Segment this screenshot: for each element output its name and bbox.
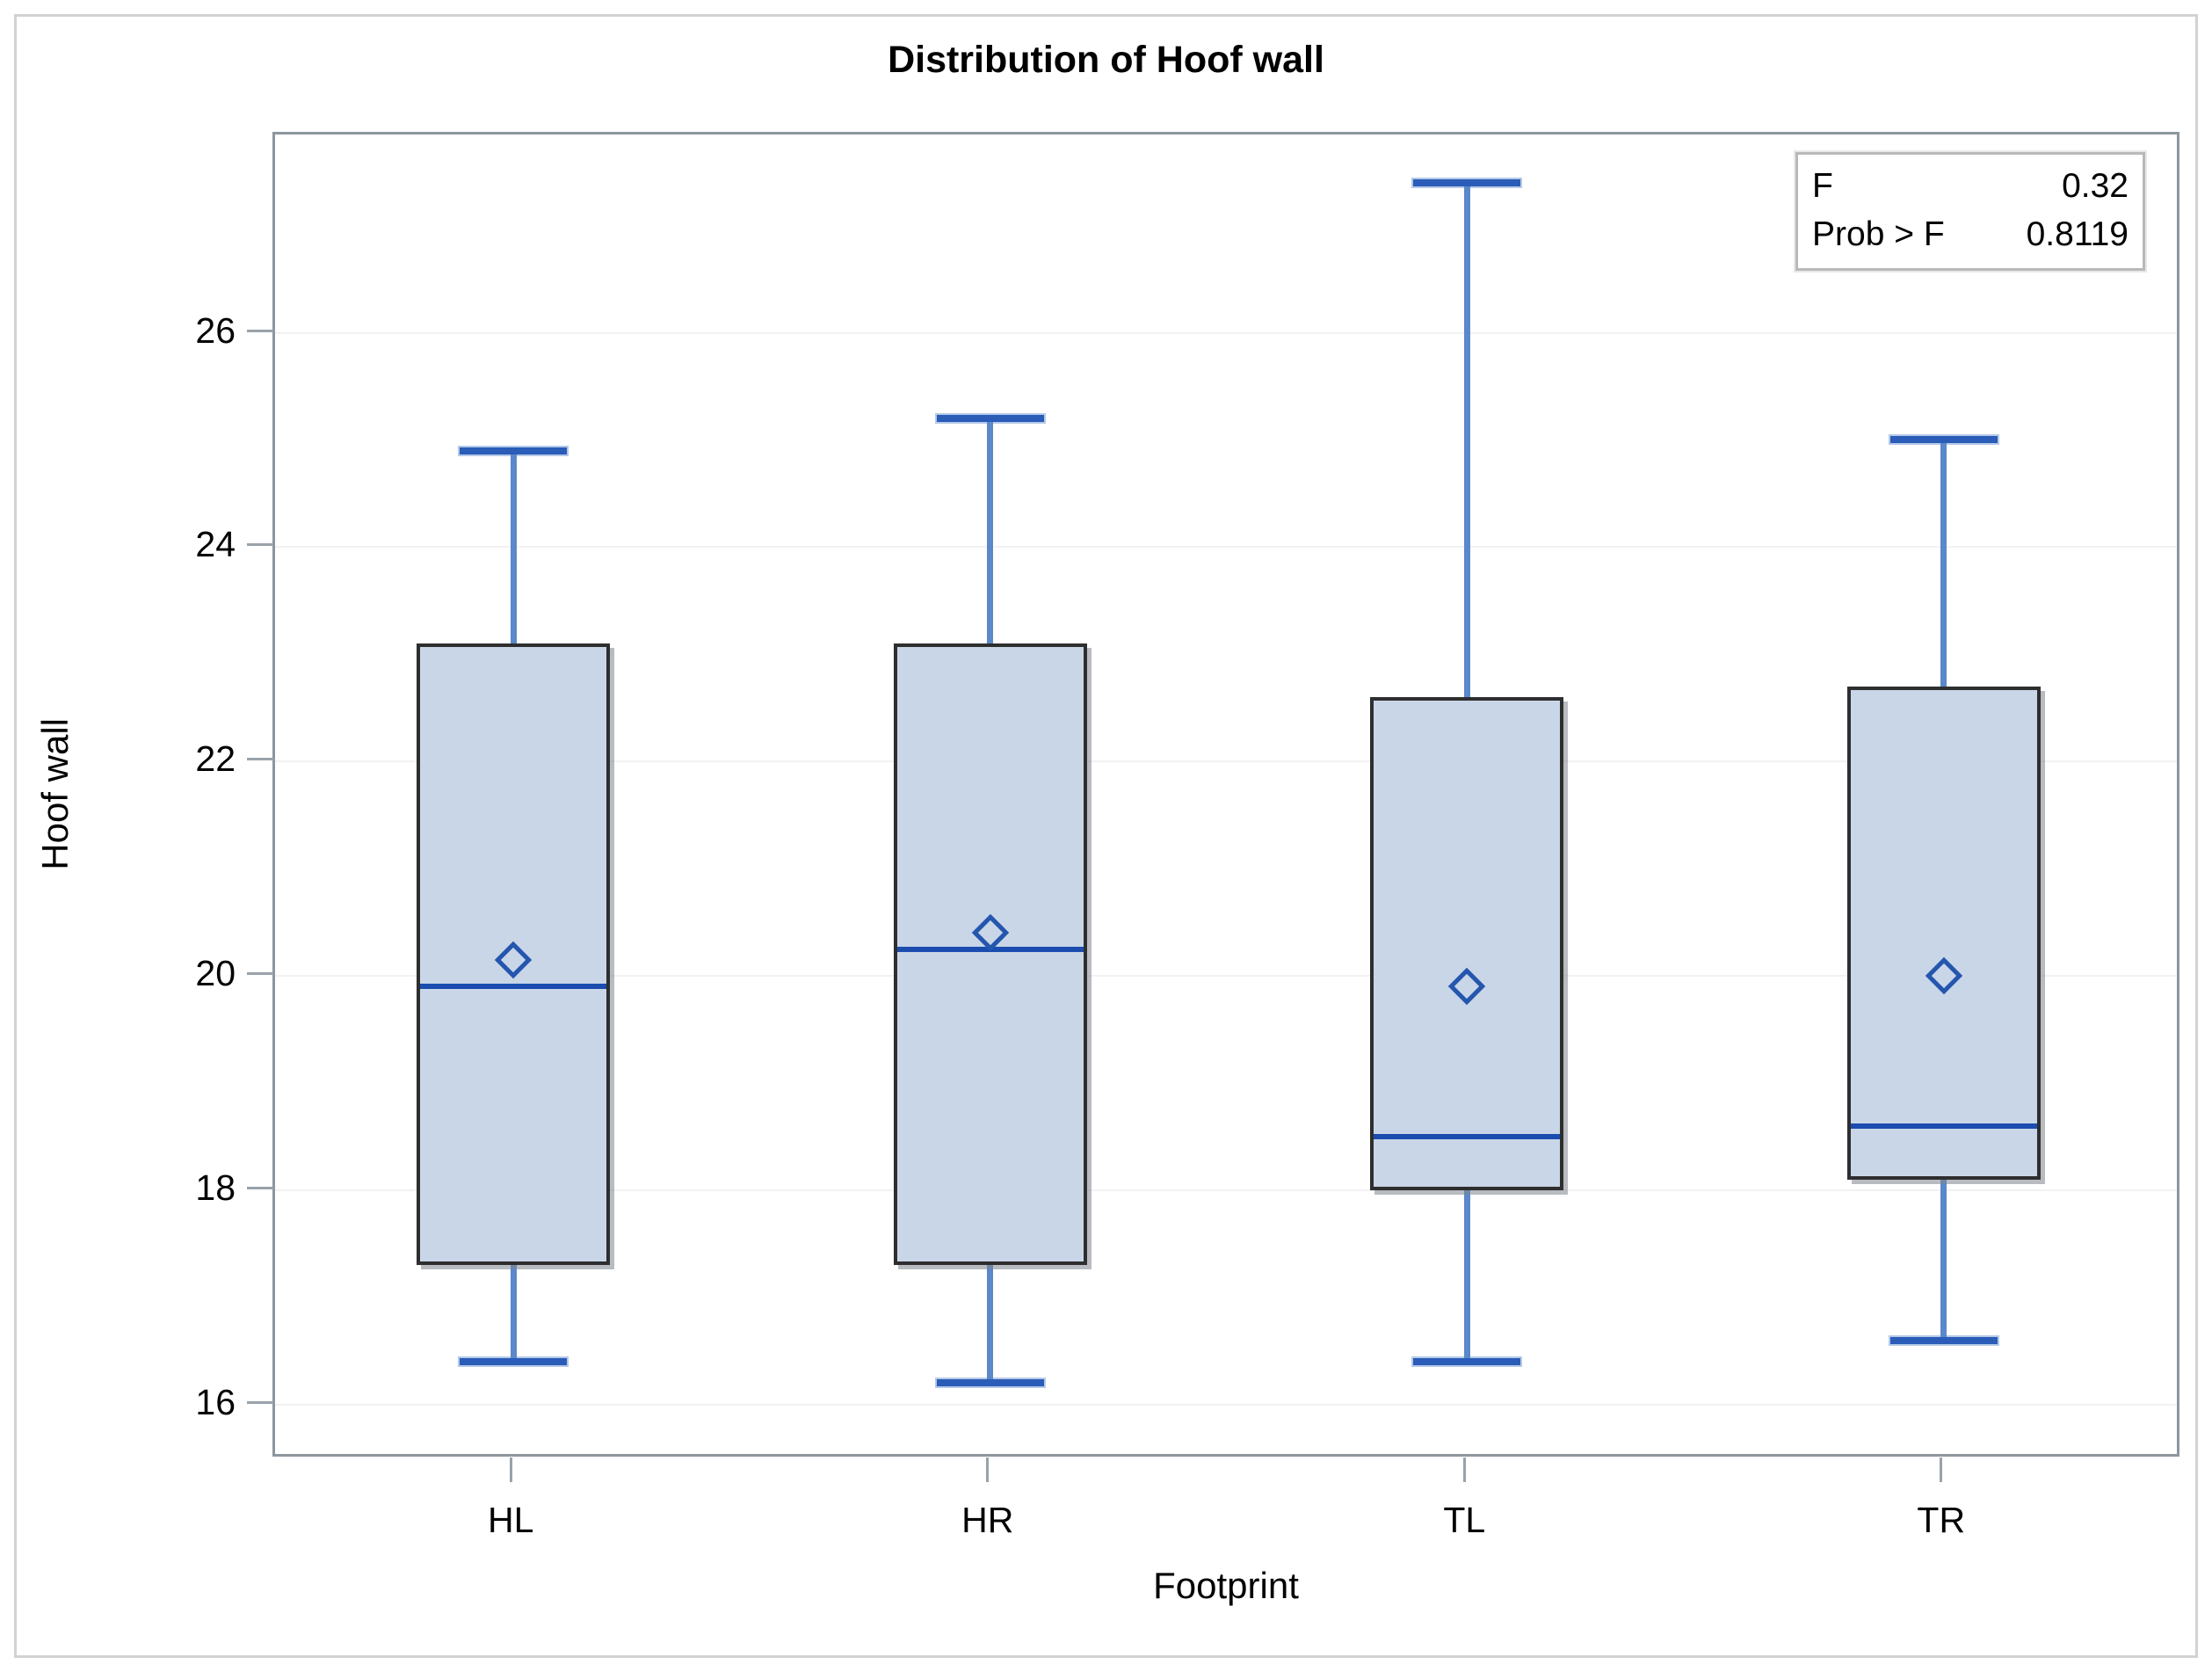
x-tick-label-HL: HL — [488, 1500, 534, 1540]
stats-row-prob: Prob > F 0.8119 — [1812, 210, 2129, 258]
y-tick-16 — [247, 1400, 273, 1404]
gridline-26 — [275, 331, 2177, 334]
whisker-lower-TL — [1463, 1189, 1470, 1363]
stats-row-f: F 0.32 — [1812, 162, 2129, 210]
whisker-cap-max-TL — [1413, 178, 1521, 186]
x-tick-HL — [509, 1458, 512, 1482]
y-tick-22 — [247, 758, 273, 761]
median-HR — [896, 946, 1084, 952]
stats-value-prob: 0.8119 — [2026, 215, 2129, 254]
y-axis-title-wrap: Hoof wall — [25, 132, 86, 1457]
stats-value-f: 0.32 — [2062, 167, 2129, 205]
box-HL — [417, 643, 611, 1266]
whisker-lower-TR — [1940, 1179, 1947, 1341]
whisker-upper-HR — [987, 418, 994, 644]
x-axis-title: Footprint — [1153, 1565, 1299, 1606]
gridline-18 — [275, 1189, 2177, 1191]
y-axis-title: Hoof wall — [34, 718, 76, 870]
y-tick-24 — [247, 543, 273, 547]
x-tick-label-TL: TL — [1443, 1500, 1486, 1540]
x-tick-TL — [1462, 1458, 1466, 1482]
gridline-24 — [275, 546, 2177, 549]
chart-title: Distribution of Hoof wall — [888, 39, 1324, 81]
gridline-16 — [275, 1403, 2177, 1406]
whisker-cap-min-TR — [1889, 1336, 1998, 1344]
y-tick-18 — [247, 1186, 273, 1189]
whisker-upper-TR — [1940, 440, 1947, 687]
whisker-cap-max-TR — [1889, 436, 1998, 444]
gridline-20 — [275, 975, 2177, 978]
whisker-lower-HR — [987, 1265, 994, 1384]
x-tick-TR — [1940, 1458, 1943, 1482]
whisker-cap-min-HR — [936, 1379, 1044, 1387]
x-tick-label-TR: TR — [1917, 1500, 1966, 1540]
gridline-22 — [275, 760, 2177, 763]
median-TL — [1374, 1134, 1561, 1139]
whisker-lower-HL — [510, 1265, 517, 1363]
whisker-cap-min-TL — [1413, 1358, 1521, 1366]
whisker-upper-TL — [1463, 182, 1470, 698]
stats-box: F 0.32 Prob > F 0.8119 — [1794, 150, 2147, 273]
y-tick-20 — [247, 972, 273, 976]
whisker-cap-max-HR — [936, 415, 1044, 423]
whisker-upper-HL — [510, 450, 517, 644]
box-TL — [1370, 697, 1564, 1190]
whisker-cap-max-HL — [460, 447, 568, 454]
box-TR — [1846, 686, 2041, 1180]
x-tick-HR — [986, 1458, 990, 1482]
median-HL — [420, 984, 607, 990]
whisker-cap-min-HL — [460, 1358, 568, 1366]
x-tick-label-HR: HR — [961, 1500, 1014, 1540]
stats-label-prob: Prob > F — [1812, 215, 1945, 254]
stats-label-f: F — [1812, 167, 1833, 205]
box-HR — [893, 643, 1087, 1266]
y-tick-26 — [247, 329, 273, 332]
plot-area: F 0.32 Prob > F 0.8119 — [272, 132, 2179, 1457]
graph-outer-border — [14, 14, 2198, 1658]
median-TR — [1850, 1123, 2037, 1129]
